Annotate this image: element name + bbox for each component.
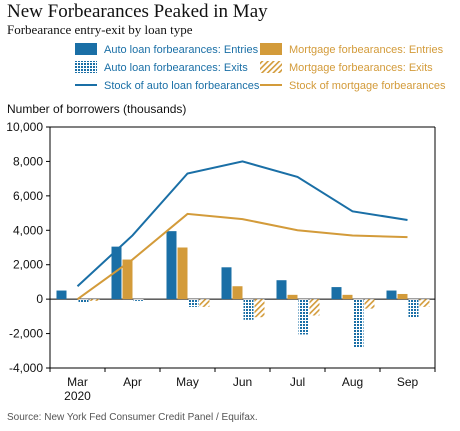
x-tick-label: Jul (290, 375, 305, 389)
bar (243, 299, 254, 320)
bar (232, 286, 243, 300)
y-tick-label: 10,000 (6, 120, 43, 134)
chart-subtitle: Forbearance entry-exit by loan type (7, 22, 193, 37)
bar (276, 280, 287, 300)
legend-label: Mortgage forbearances: Exits (289, 62, 433, 74)
bar (386, 290, 397, 300)
bar (122, 259, 133, 300)
source-note: Source: New York Fed Consumer Credit Pan… (7, 412, 258, 423)
y-axis-label: Number of borrowers (thousands) (7, 102, 187, 116)
legend-label: Stock of mortgage forbearances (289, 80, 446, 92)
bar (78, 299, 89, 303)
legend-swatch (75, 61, 97, 73)
y-tick-label: 8,000 (13, 154, 43, 168)
bar (254, 299, 265, 318)
legend-label: Stock of auto loan forbearances (104, 80, 260, 92)
bar (364, 299, 375, 309)
bar (397, 293, 408, 300)
bar (166, 231, 177, 300)
y-tick-label: 0 (36, 292, 43, 306)
x-tick-label: Jun (233, 375, 252, 389)
bar (309, 299, 320, 316)
bar (133, 299, 144, 301)
y-tick-label: 6,000 (13, 189, 43, 203)
legend-swatch (260, 43, 282, 55)
bar (419, 299, 430, 307)
x-tick-label: May (176, 375, 199, 389)
y-tick-label: -4,000 (9, 361, 43, 375)
legend-label: Auto loan forbearances: Entries (104, 44, 259, 56)
chart-title: New Forbearances Peaked in May (7, 1, 268, 22)
x-tick-label: Apr (123, 375, 142, 389)
x-tick-label: Aug (342, 375, 363, 389)
y-tick-label: -2,000 (9, 327, 43, 341)
legend-swatch (260, 61, 282, 73)
y-tick-label: 4,000 (13, 223, 43, 237)
legend-label: Auto loan forbearances: Exits (104, 62, 248, 74)
bar (408, 299, 419, 318)
bar (188, 299, 199, 307)
series-line (76, 160, 408, 287)
legend-label: Mortgage forbearances: Entries (289, 44, 444, 56)
x-tick-label: Mar (67, 375, 88, 389)
bar (298, 299, 309, 335)
bar (111, 246, 122, 300)
plot-area: -4,000 -2,000 0 2,000 4,000 6,000 8,000 10,000 M… (6, 120, 436, 403)
bar (221, 267, 232, 300)
bar (56, 290, 67, 300)
series-line (76, 212, 408, 300)
x-tick-sublabel: 2020 (64, 389, 91, 403)
legend-swatch (75, 43, 97, 55)
x-tick-label: Sep (397, 375, 419, 389)
bar (287, 294, 298, 300)
bar (353, 299, 364, 348)
bar (331, 287, 342, 300)
bar (342, 294, 353, 300)
y-tick-label: 2,000 (13, 258, 43, 272)
bar (199, 299, 210, 307)
bar (177, 247, 188, 300)
chart-legend: Auto loan forbearances: Entries Mortgage … (75, 43, 446, 92)
bar (89, 299, 100, 301)
